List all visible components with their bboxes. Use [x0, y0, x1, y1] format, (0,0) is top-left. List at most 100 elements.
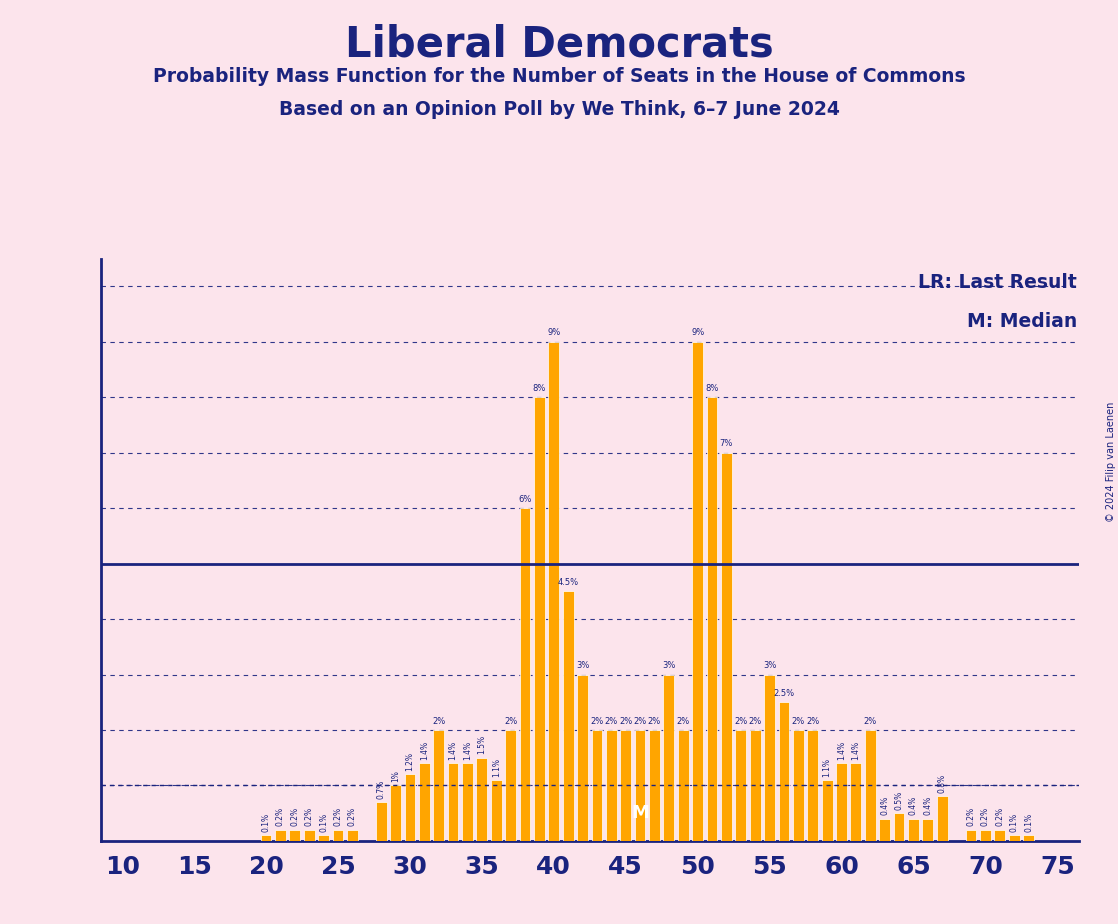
Bar	[793, 730, 804, 841]
Bar	[765, 675, 775, 841]
Text: 2%: 2%	[676, 716, 690, 725]
Bar	[822, 780, 833, 841]
Text: Probability Mass Function for the Number of Seats in the House of Commons: Probability Mass Function for the Number…	[153, 67, 965, 87]
Text: 2%: 2%	[590, 716, 604, 725]
Text: 2%: 2%	[634, 716, 646, 725]
Text: Liberal Democrats: Liberal Democrats	[344, 23, 774, 65]
Text: 2%: 2%	[605, 716, 618, 725]
Bar	[650, 730, 660, 841]
Bar	[462, 763, 473, 841]
Text: 0.2%: 0.2%	[305, 808, 314, 826]
Text: 1.5%: 1.5%	[477, 736, 486, 754]
Text: 3%: 3%	[576, 661, 589, 670]
Text: 2%: 2%	[863, 716, 877, 725]
Text: 1.4%: 1.4%	[463, 741, 472, 760]
Text: 1.4%: 1.4%	[852, 741, 861, 760]
Text: LR: Last Result: LR: Last Result	[918, 274, 1077, 292]
Text: 0.2%: 0.2%	[276, 808, 285, 826]
Bar	[275, 830, 286, 841]
Text: 2%: 2%	[806, 716, 819, 725]
Bar	[491, 780, 502, 841]
Text: 0.1%: 0.1%	[1010, 813, 1018, 832]
Text: 0.1%: 0.1%	[262, 813, 271, 832]
Bar	[908, 819, 919, 841]
Bar	[549, 342, 559, 841]
Bar	[707, 397, 718, 841]
Bar	[635, 730, 645, 841]
Text: 4.5%: 4.5%	[558, 578, 579, 587]
Text: 3%: 3%	[762, 661, 776, 670]
Bar	[591, 730, 603, 841]
Bar	[290, 830, 301, 841]
Bar	[736, 730, 746, 841]
Text: 8%: 8%	[532, 383, 546, 393]
Bar	[562, 591, 574, 841]
Text: 0.2%: 0.2%	[291, 808, 300, 826]
Bar	[966, 830, 976, 841]
Bar	[663, 675, 674, 841]
Text: 2%: 2%	[647, 716, 661, 725]
Bar	[980, 830, 991, 841]
Bar	[505, 730, 517, 841]
Bar	[304, 830, 314, 841]
Bar	[260, 835, 272, 841]
Bar	[879, 819, 890, 841]
Bar	[332, 830, 343, 841]
Bar	[390, 785, 401, 841]
Text: M: Median: M: Median	[967, 312, 1077, 332]
Text: 1.4%: 1.4%	[419, 741, 429, 760]
Bar	[1023, 835, 1034, 841]
Bar	[520, 508, 530, 841]
Text: 7%: 7%	[720, 439, 733, 448]
Bar	[577, 675, 588, 841]
Text: 9%: 9%	[691, 328, 704, 337]
Bar	[994, 830, 1005, 841]
Bar	[405, 774, 415, 841]
Bar	[1008, 835, 1020, 841]
Text: 0.1%: 0.1%	[319, 813, 328, 832]
Text: 3%: 3%	[662, 661, 675, 670]
Text: 0.2%: 0.2%	[966, 808, 976, 826]
Text: 1.4%: 1.4%	[448, 741, 457, 760]
Text: Based on an Opinion Poll by We Think, 6–7 June 2024: Based on an Opinion Poll by We Think, 6–…	[278, 100, 840, 119]
Text: 1.1%: 1.1%	[823, 758, 832, 776]
Text: 1.4%: 1.4%	[837, 741, 846, 760]
Text: 0.2%: 0.2%	[995, 808, 1004, 826]
Bar	[620, 730, 631, 841]
Text: 8%: 8%	[705, 383, 719, 393]
Text: 0.7%: 0.7%	[377, 780, 386, 798]
Text: 0.5%: 0.5%	[894, 791, 903, 809]
Text: 2%: 2%	[504, 716, 518, 725]
Text: 1.1%: 1.1%	[492, 758, 501, 776]
Text: 2%: 2%	[749, 716, 761, 725]
Bar	[922, 819, 934, 841]
Bar	[476, 758, 487, 841]
Text: 0.2%: 0.2%	[333, 808, 342, 826]
Bar	[319, 835, 329, 841]
Text: 2%: 2%	[792, 716, 805, 725]
Text: 2%: 2%	[619, 716, 633, 725]
Bar	[347, 830, 358, 841]
Text: 0.4%: 0.4%	[909, 796, 918, 815]
Text: © 2024 Filip van Laenen: © 2024 Filip van Laenen	[1106, 402, 1116, 522]
Bar	[807, 730, 818, 841]
Bar	[606, 730, 617, 841]
Bar	[678, 730, 689, 841]
Text: M: M	[632, 804, 650, 822]
Bar	[447, 763, 458, 841]
Bar	[750, 730, 760, 841]
Bar	[534, 397, 544, 841]
Text: 6%: 6%	[519, 494, 532, 504]
Text: 0.4%: 0.4%	[923, 796, 932, 815]
Text: 0.8%: 0.8%	[938, 774, 947, 793]
Bar	[721, 453, 732, 841]
Bar	[937, 796, 948, 841]
Bar	[434, 730, 444, 841]
Text: 2.5%: 2.5%	[774, 688, 795, 698]
Bar	[865, 730, 875, 841]
Bar	[692, 342, 703, 841]
Text: 1.2%: 1.2%	[406, 752, 415, 771]
Text: 2%: 2%	[432, 716, 445, 725]
Bar	[836, 763, 847, 841]
Bar	[376, 802, 387, 841]
